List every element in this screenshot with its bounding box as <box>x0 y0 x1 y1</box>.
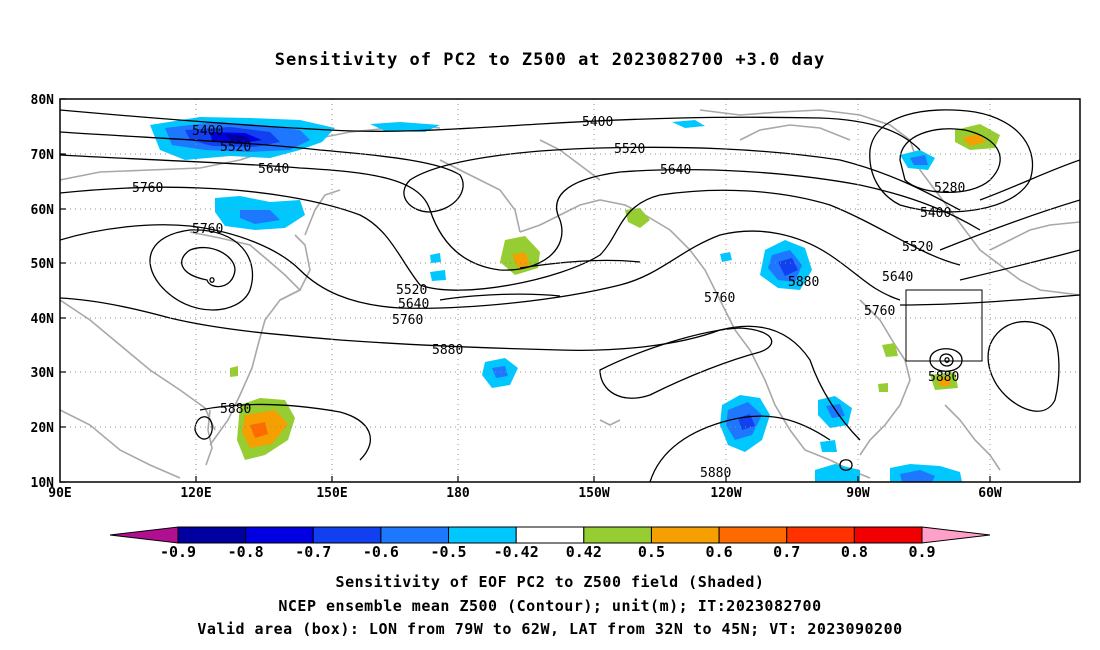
contour-label: 5760 <box>704 291 735 306</box>
contour-label: 5280 <box>934 181 965 196</box>
colorbar-cell <box>583 526 652 544</box>
lat-label: 70N <box>31 148 55 163</box>
colorbar-label: -0.9 <box>160 543 196 561</box>
lon-label: 120W <box>710 486 741 501</box>
contour-label: 5640 <box>660 163 691 178</box>
contour-label: 5400 <box>920 206 951 221</box>
map-frame <box>59 98 1081 483</box>
contour-label: 5760 <box>192 222 223 237</box>
lat-axis-labels: 80N 70N 60N 50N 40N 30N 20N 10N <box>31 93 55 491</box>
lat-label: 60N <box>31 203 55 218</box>
colorbar-label: 0.5 <box>638 543 665 561</box>
colorbar-label: 0.8 <box>841 543 868 561</box>
lon-label: 120E <box>180 486 211 501</box>
lat-label: 40N <box>31 312 55 327</box>
valid-area-box <box>905 289 983 362</box>
colorbar-triangle-high <box>921 526 991 544</box>
colorbar-cells <box>109 526 991 544</box>
contour-label: 5640 <box>882 270 913 285</box>
caption-valid-area: Valid area (box): LON from 79W to 62W, L… <box>197 620 903 638</box>
colorbar-labels: -0.9 -0.8 -0.7 -0.6 -0.5 -0.42 0.42 0.5 0.6 0.7 0.… <box>160 543 936 561</box>
colorbar-cell <box>718 526 788 544</box>
contour-label: 5760 <box>864 304 895 319</box>
caption-shading: Sensitivity of EOF PC2 to Z500 field (Sh… <box>335 573 765 591</box>
contour-label: 5400 <box>582 115 613 130</box>
contour-label: 5760 <box>132 181 163 196</box>
contour-label: 5520 <box>396 283 427 298</box>
colorbar-label: -0.42 <box>494 543 539 561</box>
lon-label: 150E <box>316 486 347 501</box>
colorbar-cell <box>245 526 314 544</box>
colorbar-label: -0.7 <box>295 543 331 561</box>
contour-label: 5520 <box>902 240 933 255</box>
lat-label: 20N <box>31 421 55 436</box>
graticule <box>60 99 1080 482</box>
contour-label: 5880 <box>700 466 731 481</box>
colorbar-label: -0.6 <box>363 543 399 561</box>
colorbar-label: 0.42 <box>566 543 602 561</box>
contour-labels: 5400 5520 5640 5760 5760 5400 5520 5640 … <box>132 115 965 481</box>
lon-axis-labels: 90E 120E 150E 180 150W 120W 90W 60W <box>48 486 1002 501</box>
lon-label: 90E <box>48 486 71 501</box>
colorbar-cell <box>448 526 517 544</box>
contour-label: 5640 <box>258 162 289 177</box>
colorbar-label: 0.9 <box>908 543 935 561</box>
contour-label: 5520 <box>614 142 645 157</box>
colorbar-cell <box>650 526 720 544</box>
colorbar-cell <box>312 526 382 544</box>
colorbar-cell <box>515 526 585 544</box>
contour-label: 5400 <box>192 124 223 139</box>
contour-label: 5520 <box>220 140 251 155</box>
colorbar-cell <box>177 526 247 544</box>
colorbar-cell <box>853 526 923 544</box>
lon-label: 180 <box>446 486 470 501</box>
contour-label: 5880 <box>788 275 819 290</box>
colorbar: -0.9 -0.8 -0.7 -0.6 -0.5 -0.42 0.42 0.5 0.6 0.7 0.… <box>109 526 991 561</box>
colorbar-triangle-low <box>109 526 179 544</box>
colorbar-label: 0.7 <box>773 543 800 561</box>
lon-label: 150W <box>578 486 609 501</box>
caption-contour: NCEP ensemble mean Z500 (Contour); unit(… <box>278 597 822 615</box>
lon-label: 90W <box>846 486 870 501</box>
contour-label: 5760 <box>392 313 423 328</box>
z500-contours <box>60 109 1080 482</box>
colorbar-cell <box>380 526 450 544</box>
lat-label: 80N <box>31 93 55 108</box>
map-title: Sensitivity of PC2 to Z500 at 2023082700… <box>274 50 826 70</box>
lon-label: 60W <box>978 486 1002 501</box>
colorbar-label: -0.5 <box>430 543 466 561</box>
contour-label: 5880 <box>432 343 463 358</box>
tick-marks <box>60 98 991 483</box>
lat-label: 30N <box>31 366 55 381</box>
lat-label: 10N <box>31 476 55 491</box>
colorbar-label: -0.8 <box>228 543 264 561</box>
contour-label: 5640 <box>398 297 429 312</box>
contour-label: 5880 <box>220 402 251 417</box>
colorbar-cell <box>786 526 855 544</box>
lat-label: 50N <box>31 257 55 272</box>
contour-label: 5880 <box>928 370 959 385</box>
colorbar-label: 0.6 <box>706 543 733 561</box>
